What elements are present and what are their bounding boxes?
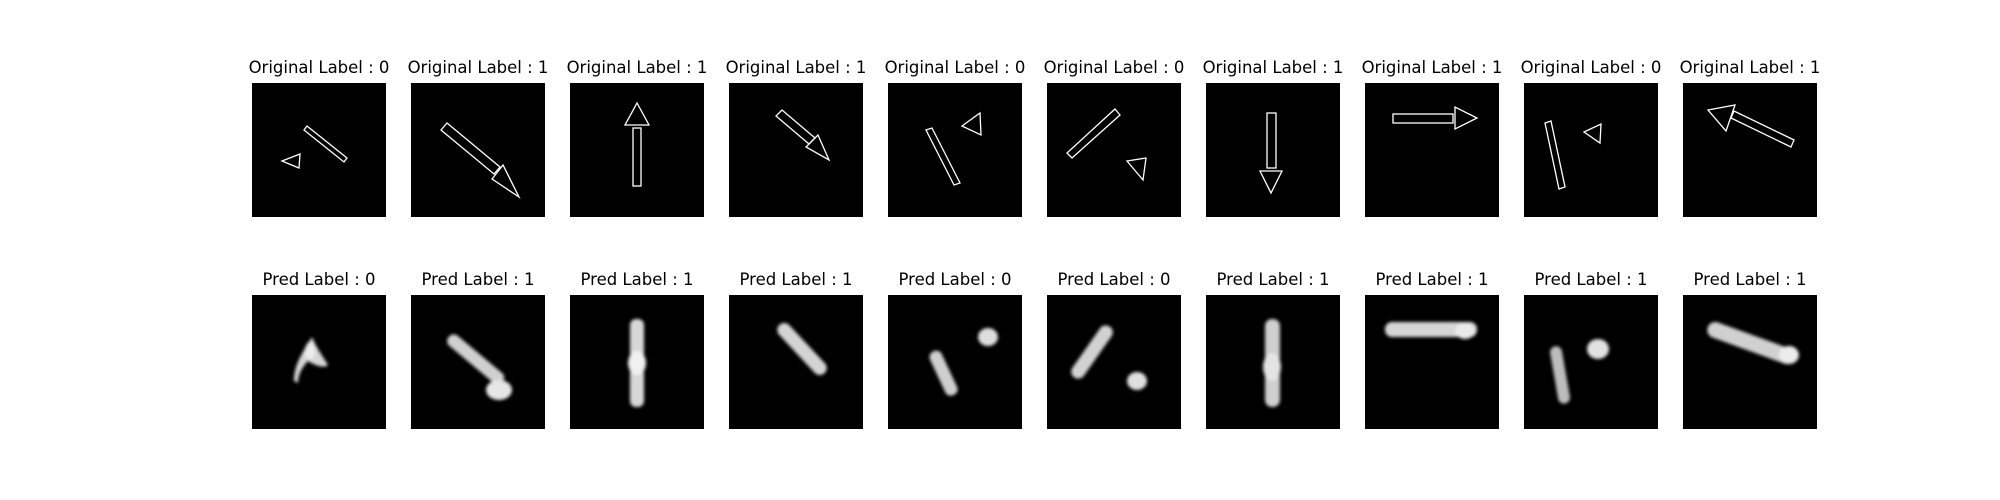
pred-title-3: Pred Label : 1 [739,270,853,289]
pred-image-7 [1365,295,1499,429]
original-title-7: Original Label : 1 [1361,58,1503,77]
pred-image-4 [888,295,1022,429]
original-title-9: Original Label : 1 [1679,58,1821,77]
original-image-3 [729,83,863,217]
pred-title-4: Pred Label : 0 [898,270,1012,289]
original-title-2: Original Label : 1 [566,58,708,77]
pred-image-3 [729,295,863,429]
original-image-4 [888,83,1022,217]
original-image-1 [411,83,545,217]
original-title-5: Original Label : 0 [1043,58,1185,77]
original-title-4: Original Label : 0 [884,58,1026,77]
original-title-1: Original Label : 1 [407,58,549,77]
original-image-0 [252,83,386,217]
pred-title-9: Pred Label : 1 [1693,270,1807,289]
original-image-5 [1047,83,1181,217]
pred-image-2 [570,295,704,429]
pred-title-6: Pred Label : 1 [1216,270,1330,289]
original-title-8: Original Label : 0 [1520,58,1662,77]
pred-image-5 [1047,295,1181,429]
pred-title-5: Pred Label : 0 [1057,270,1171,289]
original-image-7 [1365,83,1499,217]
original-image-6 [1206,83,1340,217]
pred-image-6 [1206,295,1340,429]
original-title-0: Original Label : 0 [248,58,390,77]
original-title-6: Original Label : 1 [1202,58,1344,77]
pred-title-2: Pred Label : 1 [580,270,694,289]
pred-title-1: Pred Label : 1 [421,270,535,289]
pred-title-8: Pred Label : 1 [1534,270,1648,289]
original-image-2 [570,83,704,217]
original-title-3: Original Label : 1 [725,58,867,77]
pred-image-8 [1524,295,1658,429]
pred-image-9 [1683,295,1817,429]
pred-title-7: Pred Label : 1 [1375,270,1489,289]
original-image-9 [1683,83,1817,217]
pred-image-1 [411,295,545,429]
original-image-8 [1524,83,1658,217]
pred-title-0: Pred Label : 0 [262,270,376,289]
pred-image-0 [252,295,386,429]
